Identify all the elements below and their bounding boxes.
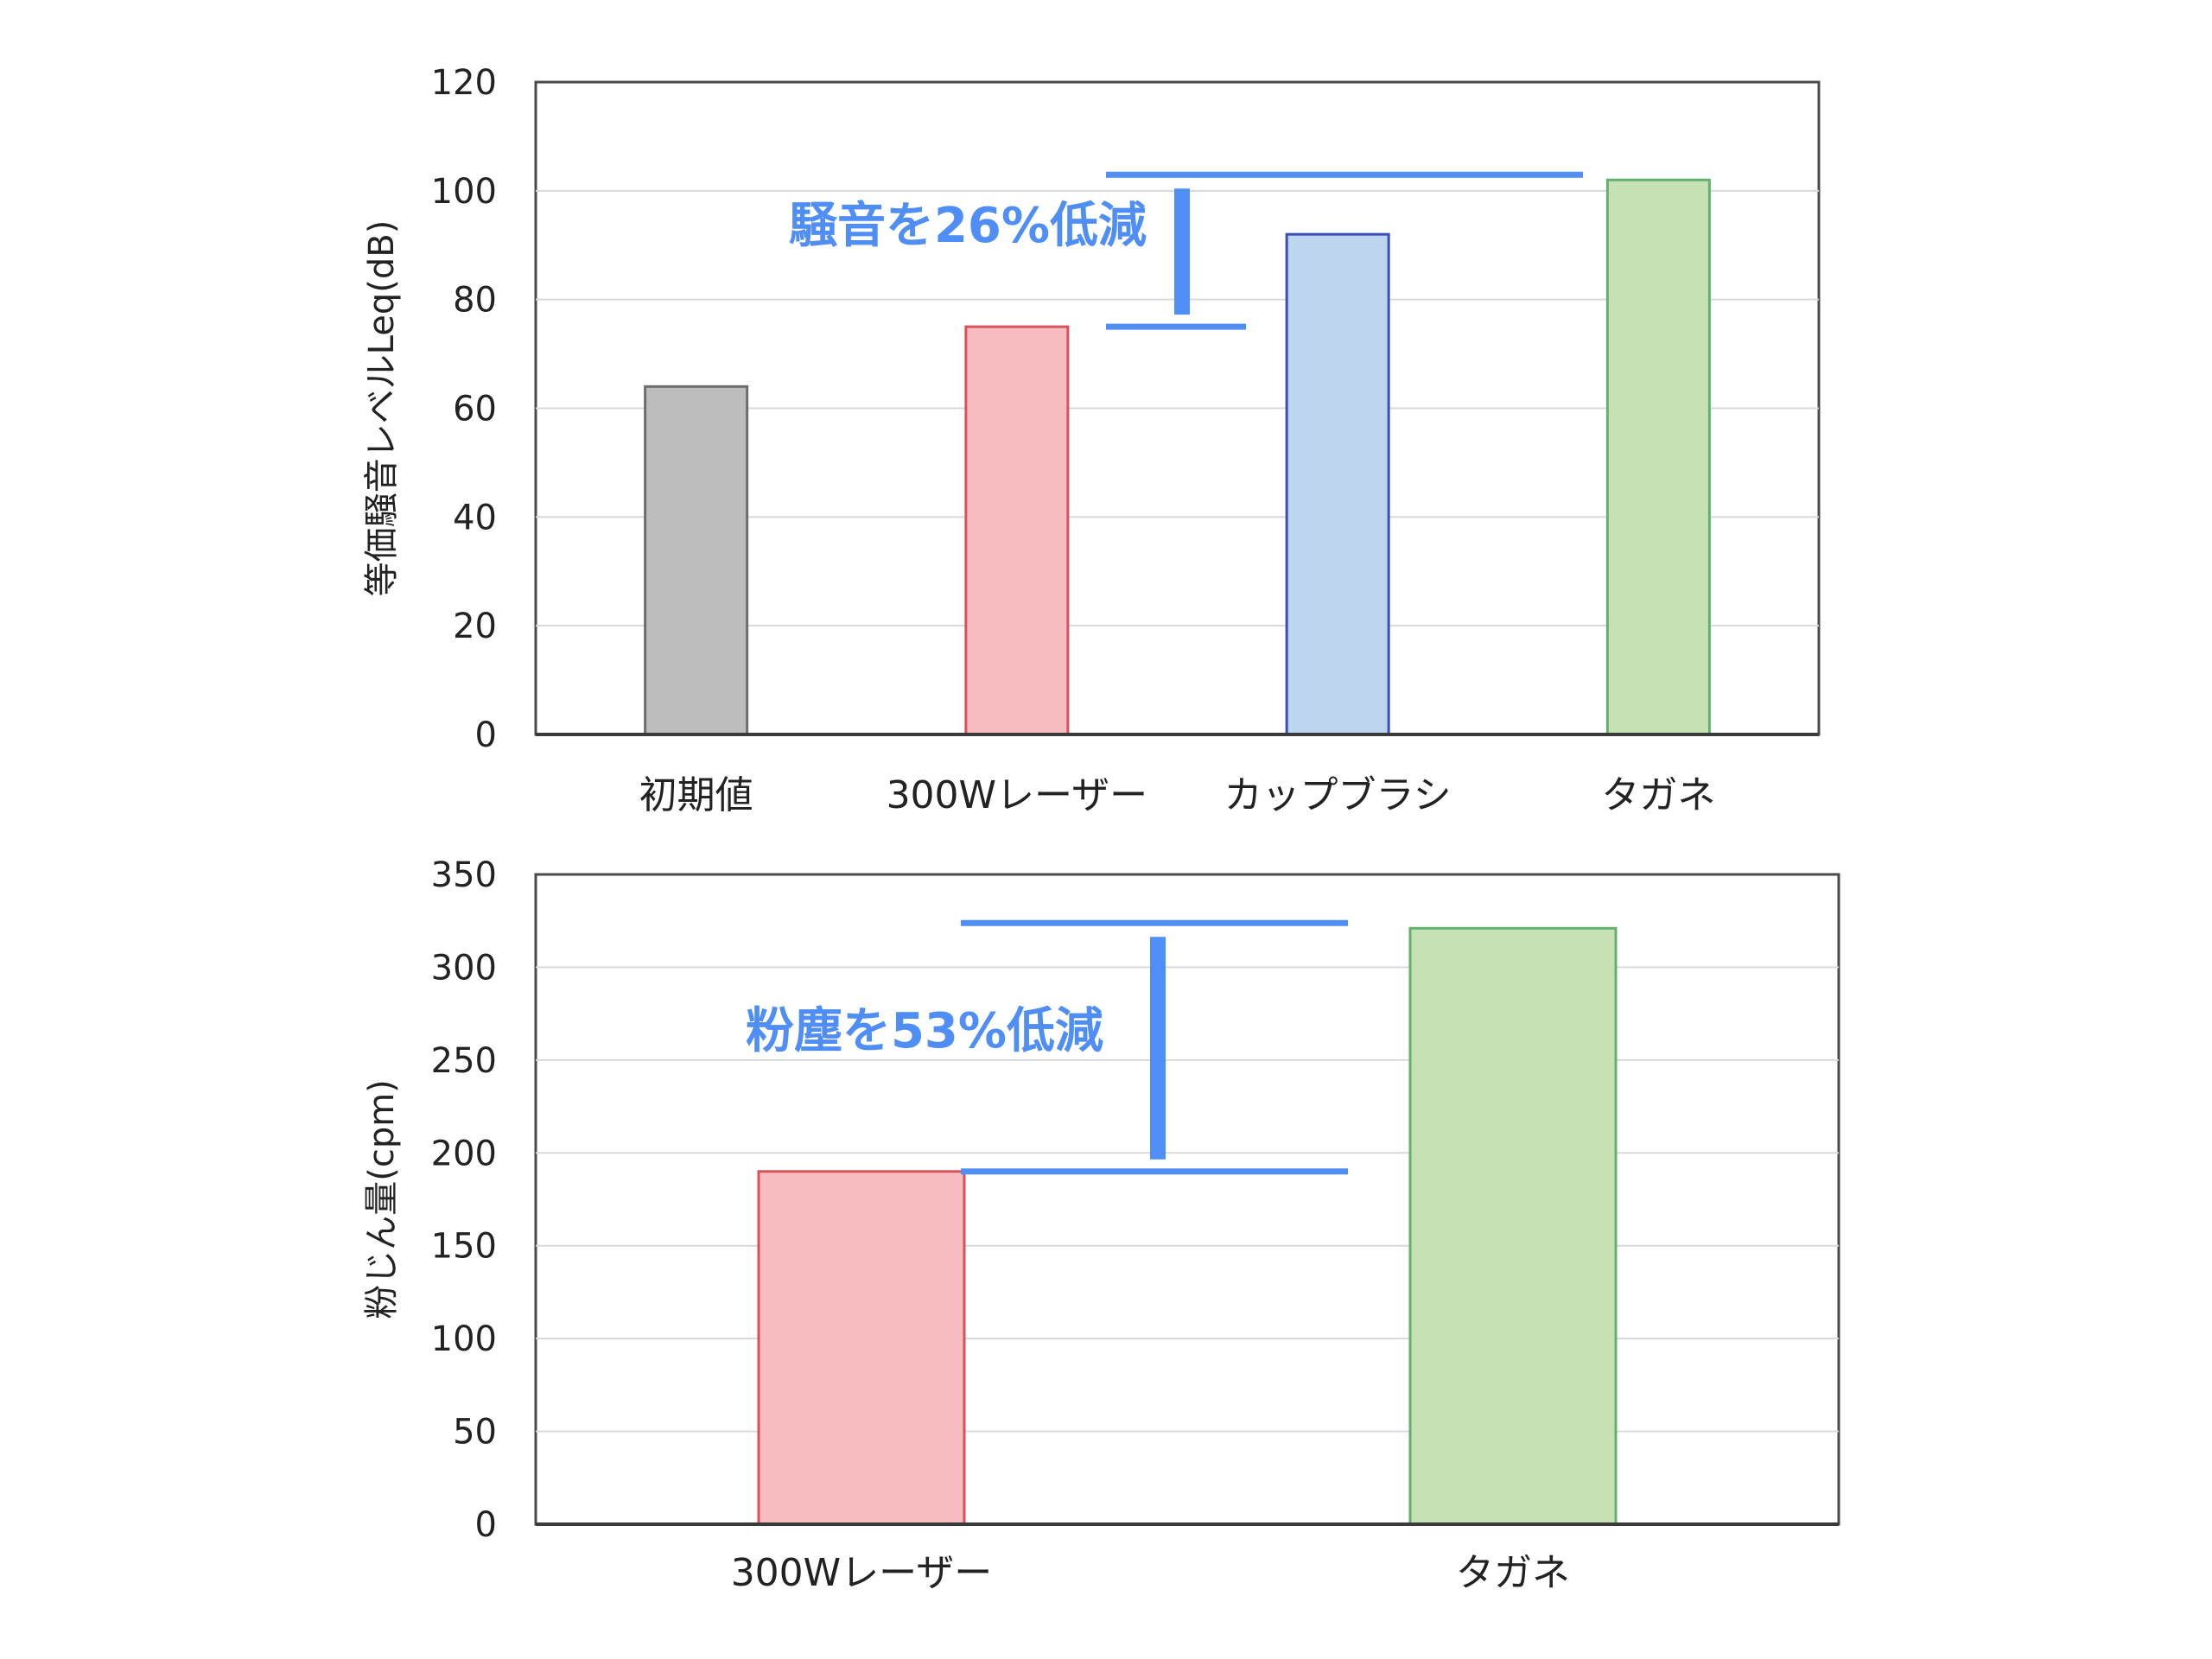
- y-tick-label: 300: [431, 948, 497, 988]
- x-tick-label: 300Wレーザー: [887, 773, 1148, 817]
- plot-frame: [534, 873, 1840, 1526]
- annotation-label: 粉塵を53%低減: [746, 1003, 1103, 1059]
- y-tick-label: 0: [475, 1505, 497, 1545]
- bar: [964, 325, 1070, 736]
- y-tick-label: 120: [431, 63, 497, 103]
- bar: [1285, 232, 1390, 736]
- annotation-label: 騒音を26%低減: [789, 198, 1147, 254]
- y-tick-label: 250: [431, 1041, 497, 1081]
- y-tick-label: 80: [453, 281, 497, 321]
- bar: [757, 1170, 966, 1526]
- y-tick-label: 100: [431, 1319, 497, 1359]
- chart-1: 0 20 40 60 80 100 120 初期値 300Wレーザー カップブラシ タガネ 等価騒音レ…: [362, 63, 1821, 817]
- y-tick-label: 150: [431, 1227, 497, 1267]
- bar: [1408, 926, 1618, 1526]
- y-tick-label: 40: [453, 498, 497, 537]
- bar: [644, 385, 749, 736]
- y-tick-label: 50: [453, 1413, 497, 1452]
- y-tick-label: 100: [431, 172, 497, 212]
- y-axis-label: 等価騒音レベルLeq(dB): [362, 220, 402, 597]
- bar: [1605, 178, 1711, 736]
- chart-2: 0 50 100 150 200 250 300 350 300Wレーザー タガネ 粉じん量(cpm…: [362, 855, 1840, 1595]
- x-tick-label: タガネ: [1601, 773, 1715, 817]
- x-tick-label: カップブラシ: [1224, 773, 1452, 817]
- x-tick-label: 初期値: [639, 773, 753, 817]
- y-tick-label: 200: [431, 1134, 497, 1173]
- y-tick-label: 0: [475, 715, 497, 755]
- y-axis-label: 粉じん量(cpm): [362, 1079, 402, 1319]
- y-tick-label: 60: [453, 390, 497, 429]
- y-tick-label: 350: [431, 855, 497, 895]
- x-tick-label: タガネ: [1456, 1551, 1570, 1595]
- y-tick-label: 20: [453, 607, 497, 646]
- x-tick-label: 300Wレーザー: [731, 1551, 993, 1595]
